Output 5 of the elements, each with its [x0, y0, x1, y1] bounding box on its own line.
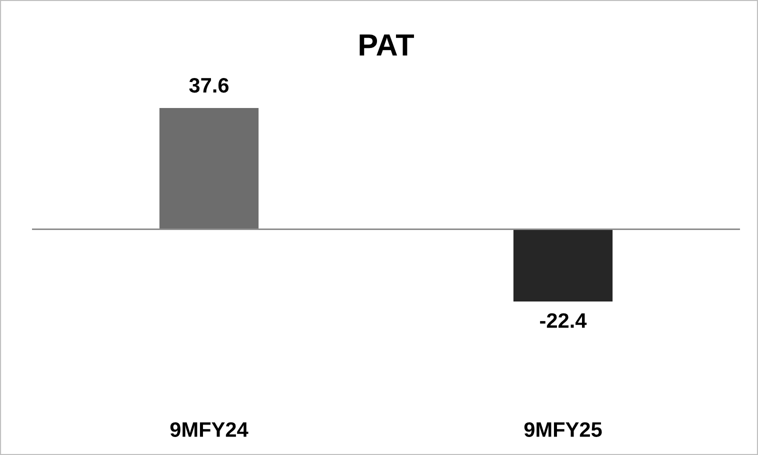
data-label: 37.6 [189, 78, 229, 93]
chart-title: PAT [360, 34, 414, 56]
x-tick-label: 9MFY24 [170, 422, 248, 437]
x-tick-label: 9MFY25 [524, 422, 602, 437]
data-label: -22.4 [540, 313, 587, 328]
